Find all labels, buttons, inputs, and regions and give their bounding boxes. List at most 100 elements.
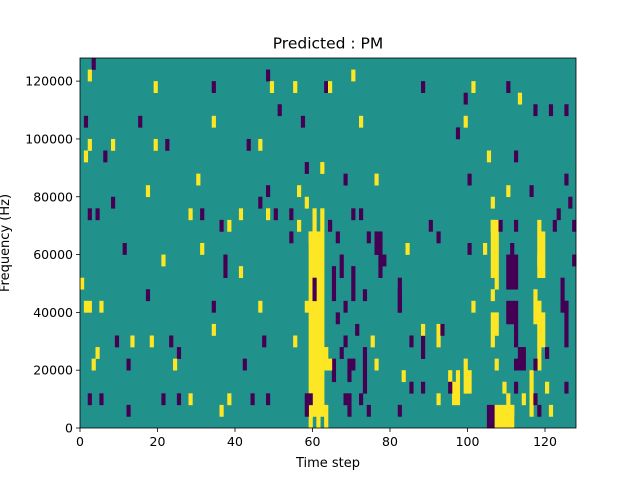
heatmap-cell xyxy=(87,208,92,221)
x-tick-label: 60 xyxy=(305,434,321,449)
heatmap-run xyxy=(308,404,313,429)
heatmap-cell xyxy=(548,104,554,117)
heatmap-cell xyxy=(289,208,294,221)
heatmap-cell xyxy=(545,347,550,359)
heatmap-run xyxy=(312,208,317,417)
y-tick-label: 120000 xyxy=(25,74,73,89)
heatmap-cell xyxy=(362,289,368,302)
heatmap-cell xyxy=(401,370,406,383)
heatmap-cell xyxy=(122,243,127,255)
heatmap-run xyxy=(490,404,495,429)
heatmap-cell xyxy=(223,266,228,278)
y-tick-label: 40000 xyxy=(33,305,73,320)
heatmap-cell xyxy=(506,81,511,93)
heatmap-cell xyxy=(343,335,348,348)
heatmap-cell xyxy=(246,138,251,151)
heatmap-run xyxy=(308,231,313,417)
heatmap-cell xyxy=(87,69,92,82)
heatmap-run xyxy=(320,208,325,417)
heatmap-cell xyxy=(514,381,519,394)
heatmap-run xyxy=(324,347,329,371)
heatmap-cell xyxy=(359,115,364,128)
heatmap-cell xyxy=(165,138,170,151)
heatmap-cell xyxy=(149,335,154,348)
heatmap-cell xyxy=(266,69,271,82)
heatmap-cell xyxy=(277,104,282,117)
heatmap-cell xyxy=(374,173,379,186)
heatmap-cell xyxy=(483,243,488,255)
heatmap-cell xyxy=(223,254,228,267)
heatmap-cell xyxy=(99,300,104,313)
heatmap-cell xyxy=(83,115,89,128)
heatmap-cell xyxy=(343,173,348,186)
heatmap-cell xyxy=(200,243,205,255)
heatmap-cell xyxy=(421,323,426,336)
heatmap-cell xyxy=(161,393,166,406)
heatmap-cell xyxy=(498,219,503,232)
heatmap-run xyxy=(312,277,317,302)
heatmap-cell xyxy=(397,300,402,313)
heatmap-cell xyxy=(324,81,329,93)
heatmap-cell xyxy=(510,243,515,255)
heatmap-cell xyxy=(514,150,519,163)
heatmap-cell xyxy=(335,231,340,244)
heatmap-run xyxy=(494,404,499,429)
heatmap-cell xyxy=(382,254,387,267)
heatmap-cell xyxy=(188,393,193,406)
heatmap-run xyxy=(494,219,499,290)
heatmap-cell xyxy=(91,58,96,70)
heatmap-cell xyxy=(355,323,360,336)
heatmap-run xyxy=(463,358,468,394)
heatmap-cell xyxy=(169,335,174,348)
heatmap-cell xyxy=(138,115,143,128)
heatmap-cells xyxy=(80,58,577,429)
heatmap-run xyxy=(537,300,542,336)
heatmap-cell xyxy=(564,300,569,313)
heatmap-cell xyxy=(490,289,495,302)
heatmap-cell xyxy=(173,358,178,371)
x-tick-label: 40 xyxy=(227,434,243,449)
heatmap-run xyxy=(455,370,461,394)
heatmap-cell xyxy=(351,69,356,82)
heatmap-cell xyxy=(258,300,263,313)
heatmap-run xyxy=(529,370,534,417)
heatmap-run xyxy=(331,266,337,302)
heatmap-cell xyxy=(467,173,472,186)
heatmap-cell xyxy=(397,404,402,417)
heatmap-cell xyxy=(421,381,426,394)
heatmap-run xyxy=(378,231,383,278)
heatmap-run xyxy=(506,393,511,429)
heatmap-cell xyxy=(514,358,519,371)
heatmap-cell xyxy=(564,381,569,394)
heatmap-cell xyxy=(80,277,85,290)
heatmap-cell xyxy=(219,219,224,232)
heatmap-cell xyxy=(111,196,116,209)
heatmap-run xyxy=(436,323,441,348)
heatmap-cell xyxy=(266,208,271,221)
heatmap-cell xyxy=(103,150,108,163)
heatmap-run xyxy=(486,404,492,429)
heatmap-run xyxy=(541,312,546,348)
heatmap-cell xyxy=(328,219,333,232)
heatmap-cell xyxy=(359,393,364,406)
heatmap-cell xyxy=(328,358,333,371)
heatmap-run xyxy=(351,266,356,302)
heatmap-cell xyxy=(273,208,278,221)
heatmap-cell xyxy=(521,393,526,406)
heatmap-cell xyxy=(262,335,267,348)
heatmap-run xyxy=(490,219,495,278)
heatmap-cell xyxy=(293,81,298,93)
x-tick-label: 120 xyxy=(533,434,557,449)
heatmap-cell xyxy=(161,254,166,267)
heatmap-cell xyxy=(421,81,426,93)
heatmap-cell xyxy=(374,358,379,371)
heatmap-run xyxy=(304,393,309,417)
heatmap-cell xyxy=(506,185,511,198)
heatmap-cell xyxy=(572,219,577,232)
plot-background xyxy=(80,58,576,428)
heatmap-cell xyxy=(455,393,461,406)
heatmap-cell xyxy=(114,335,120,348)
y-axis-label: Frequency (Hz) xyxy=(0,194,13,292)
heatmap-cell xyxy=(537,254,542,267)
heatmap-cell xyxy=(153,81,158,93)
